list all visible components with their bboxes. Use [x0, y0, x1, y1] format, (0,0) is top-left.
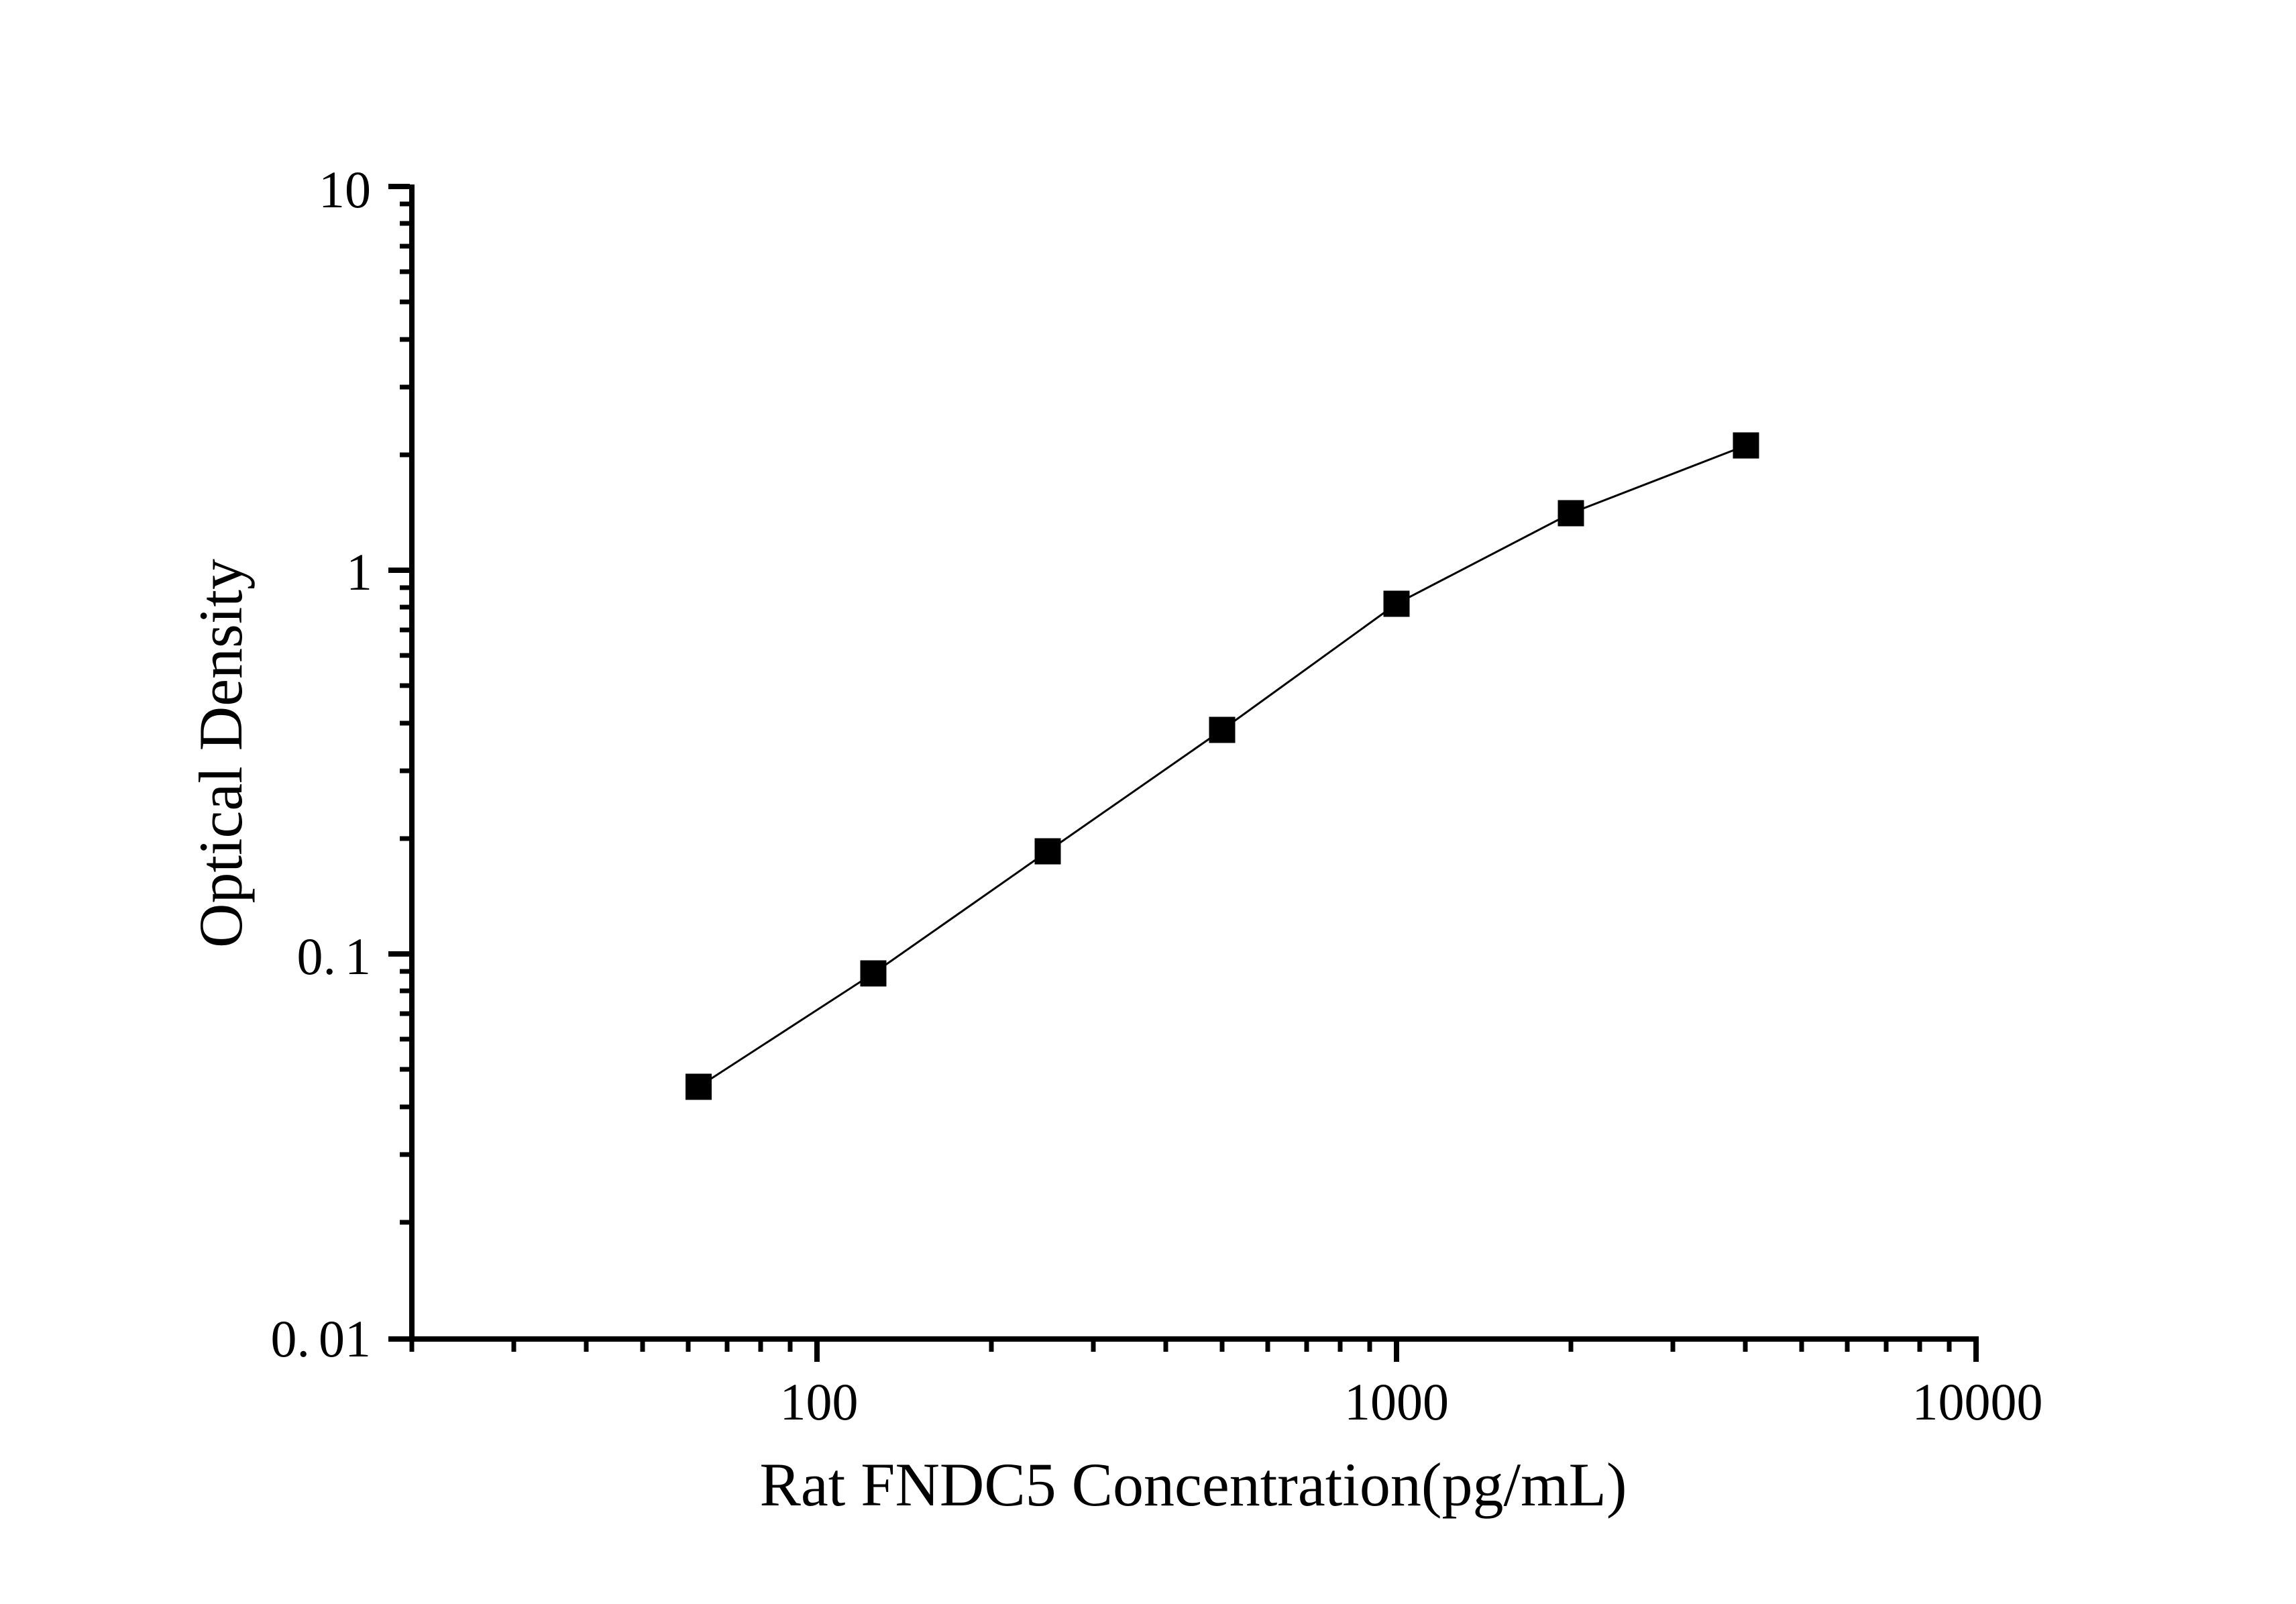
svg-text:0.1: 0. 1 [297, 927, 372, 985]
svg-text:1: 1 [346, 543, 372, 601]
svg-text:Rat FNDC5 Concentration(pg/mL): Rat FNDC5 Concentration(pg/mL) [760, 1450, 1627, 1519]
svg-text:0.01: 0. 01 [271, 1309, 372, 1368]
svg-text:100: 100 [780, 1373, 859, 1431]
svg-text:10000: 10000 [1912, 1373, 2043, 1431]
svg-text:10: 10 [319, 160, 371, 219]
svg-text:Optical Density: Optical Density [186, 559, 255, 948]
svg-text:1000: 1000 [1344, 1373, 1449, 1431]
